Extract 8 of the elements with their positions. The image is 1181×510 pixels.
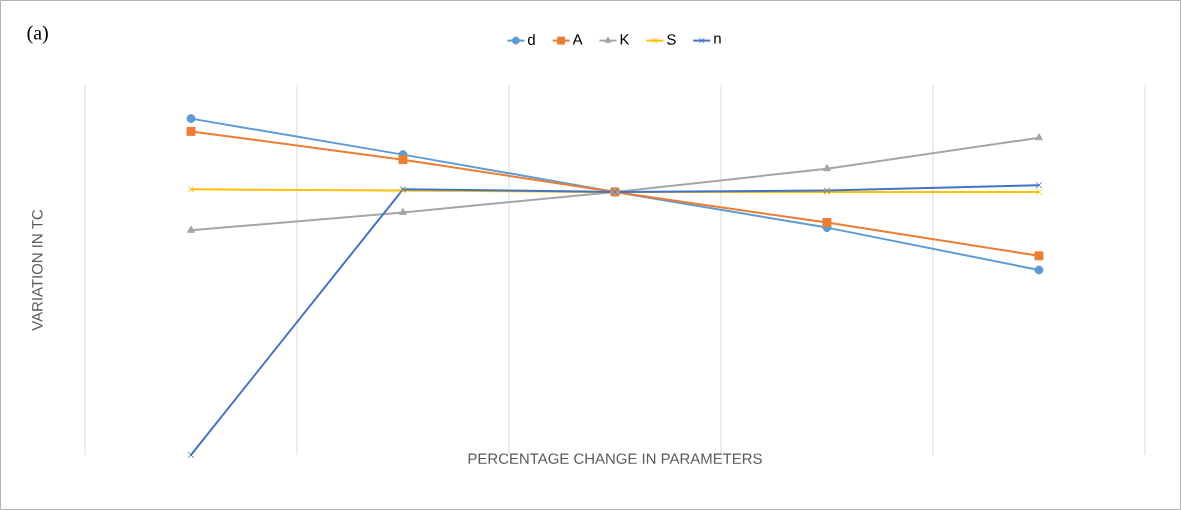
legend-label: n — [714, 35, 721, 44]
x-axis-title: PERCENTAGE CHANGE IN PARAMETERS — [468, 453, 762, 464]
y-axis-title: VARIATION IN TC — [32, 209, 43, 331]
legend-label: A — [572, 34, 583, 45]
legend-label: K — [620, 34, 630, 45]
legend-label: d — [527, 34, 535, 46]
legend-label: S — [667, 34, 676, 45]
chart-title: (a) — [27, 25, 48, 44]
